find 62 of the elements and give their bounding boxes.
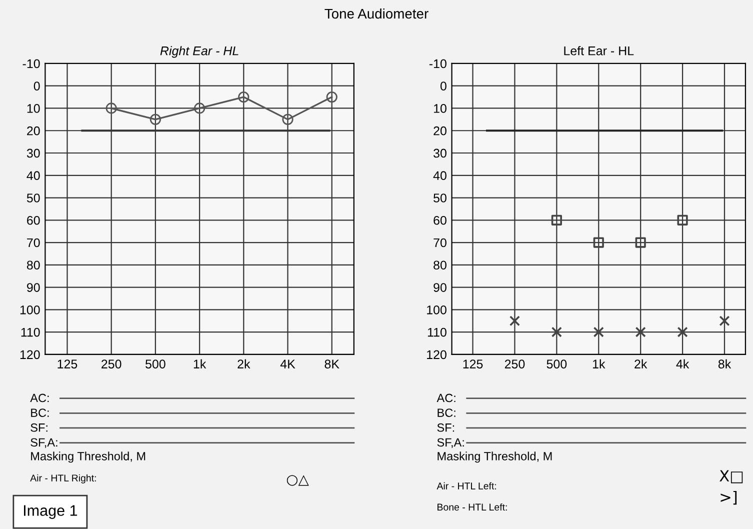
y-tick-label: 90	[434, 283, 446, 292]
text: BC:	[31, 408, 49, 417]
text: SF,A:	[437, 438, 464, 448]
y-tick-label: 70	[27, 238, 40, 248]
text: Air - HTL Right:	[30, 474, 96, 484]
y-tick-label: 0	[440, 82, 446, 91]
text: SF:	[30, 423, 48, 432]
x-tick-label: 125	[463, 360, 483, 368]
x-tick-label: 500	[146, 360, 166, 368]
text: BC:	[438, 408, 456, 417]
text: SF,A:	[30, 438, 58, 448]
y-tick-label: 60	[434, 216, 446, 225]
y-tick-label: 40	[26, 171, 40, 180]
y-tick-label: 20	[27, 126, 40, 136]
text: Air - HTL Left:	[436, 482, 496, 490]
x-tick-label: 250	[504, 360, 525, 368]
text: AC:	[436, 394, 456, 402]
text: Image 1	[24, 505, 78, 519]
y-tick-label: 60	[27, 216, 40, 225]
y-tick-label: 50	[26, 194, 40, 202]
y-tick-label: 50	[434, 194, 446, 202]
x-tick-label: 125	[58, 360, 78, 368]
y-tick-label: 120	[20, 350, 40, 360]
chart-title: Left Ear - HL	[564, 46, 634, 56]
y-tick-label: 30	[26, 148, 40, 158]
x-tick-label: 500	[546, 360, 567, 368]
y-tick-label: 110	[21, 328, 40, 337]
text: >]	[720, 490, 737, 505]
y-tick-label: 0	[34, 82, 40, 91]
x-tick-label: 1k	[194, 359, 206, 368]
text: Bone - HTL Left:	[438, 503, 507, 511]
y-tick-label: 80	[434, 260, 446, 270]
x-tick-label: 2k	[238, 359, 250, 368]
y-tick-label: 80	[26, 260, 40, 270]
x-tick-label: 8K	[324, 360, 340, 368]
text: Tone Audiometer	[324, 8, 428, 19]
y-tick-label: 40	[433, 171, 446, 180]
y-tick-label: 10	[27, 104, 40, 113]
x-tick-label: 4k	[676, 359, 690, 368]
y-tick-label: 120	[427, 350, 446, 360]
y-tick-label: 30	[434, 148, 446, 158]
x-tick-label: 4K	[280, 360, 296, 368]
text: AC:	[30, 394, 49, 402]
y-tick-label: -10	[429, 59, 446, 68]
x-tick-label: 250	[102, 360, 122, 368]
y-tick-label: 10	[434, 104, 446, 113]
y-tick-label: 110	[428, 328, 446, 337]
y-tick-label: 100	[427, 305, 446, 314]
text: ○△	[286, 475, 309, 486]
y-tick-label: 100	[20, 305, 40, 314]
text: Masking Threshold, M	[31, 452, 146, 463]
x-tick-label: 8k	[718, 359, 732, 368]
x-tick-label: 2k	[634, 359, 648, 368]
chart-title: Right Ear - HL	[160, 46, 238, 58]
text: X□	[720, 470, 743, 484]
x-tick-label: 1k	[592, 359, 606, 368]
text: Masking Threshold, M	[438, 452, 552, 463]
y-tick-label: 70	[434, 238, 446, 248]
y-tick-label: 90	[27, 283, 40, 292]
y-tick-label: 20	[434, 126, 446, 136]
y-tick-label: -10	[22, 59, 40, 68]
text: SF:	[437, 423, 454, 432]
